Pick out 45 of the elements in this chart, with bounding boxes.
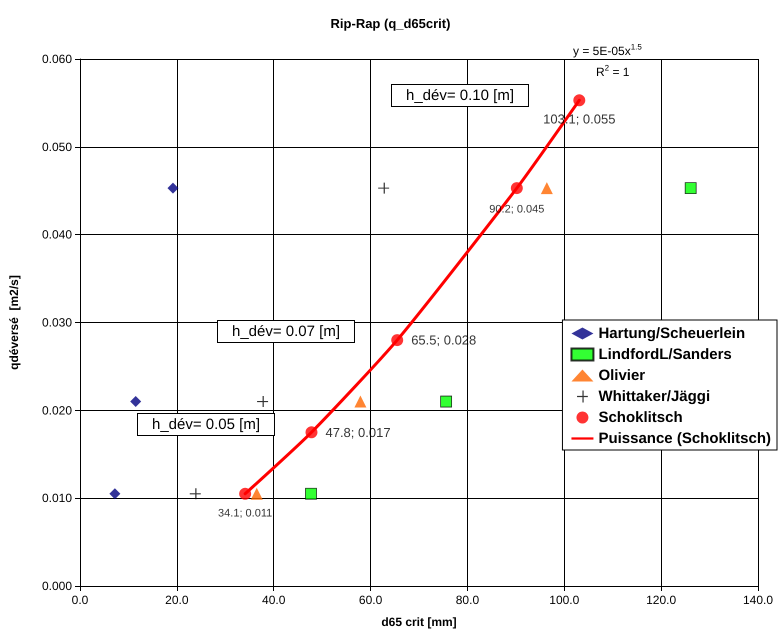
point <box>391 334 404 346</box>
point <box>167 182 178 194</box>
x-tick-label: 20.0 <box>165 593 189 607</box>
y-tick-label: 0.000 <box>42 579 72 593</box>
legend-label: Puissance (Schoklitsch) <box>598 430 772 447</box>
point <box>378 182 390 194</box>
point <box>109 488 120 500</box>
point <box>130 396 142 408</box>
point <box>239 488 252 500</box>
point <box>573 94 586 106</box>
y-tick-label: 0.050 <box>42 140 72 154</box>
x-axis-title: d65 crit [mm] <box>381 615 457 629</box>
point <box>305 488 317 500</box>
x-tick-label: 100.0 <box>549 593 580 607</box>
x-tick-label: 140.0 <box>742 593 774 607</box>
y-tick-label: 0.060 <box>42 52 72 66</box>
x-tick-label: 40.0 <box>262 593 286 607</box>
point <box>306 426 318 438</box>
legend-label: Whittaker/Jäggi <box>598 388 710 405</box>
point <box>440 396 452 408</box>
legend-label: Olivier <box>598 367 646 384</box>
legend-label: LindfordL/Sanders <box>598 346 732 363</box>
point <box>684 182 697 194</box>
point <box>257 396 268 408</box>
point <box>510 182 523 194</box>
data-label: 34.1; 0.011 <box>218 507 272 520</box>
x-tick-label: 0.0 <box>72 593 89 607</box>
x-tick-label: 80.0 <box>456 593 480 607</box>
y-tick-label: 0.010 <box>42 491 72 506</box>
legend-label: Schoklitsch <box>598 409 683 426</box>
point <box>190 488 201 500</box>
chart-title: Rip-Rap (q_d65crit) <box>330 16 450 31</box>
y-tick-label: 0.030 <box>42 316 72 330</box>
x-tick-label: 60.0 <box>358 593 383 607</box>
y-axis-title: qdéversé [m2/s] <box>7 275 21 370</box>
point <box>540 182 553 194</box>
annotation: h_dév= 0.05 [m] <box>152 416 260 433</box>
point <box>354 396 366 408</box>
annotation: h_dév= 0.10 [m] <box>406 87 514 104</box>
y-tick-label: 0.020 <box>42 403 72 418</box>
x-tick-label: 120.0 <box>646 593 676 607</box>
point <box>250 488 263 500</box>
legend-label: Hartung/Scheuerlein <box>598 325 746 342</box>
y-tick-label: 0.040 <box>42 228 72 242</box>
annotation: h_dév= 0.07 [m] <box>232 323 340 340</box>
